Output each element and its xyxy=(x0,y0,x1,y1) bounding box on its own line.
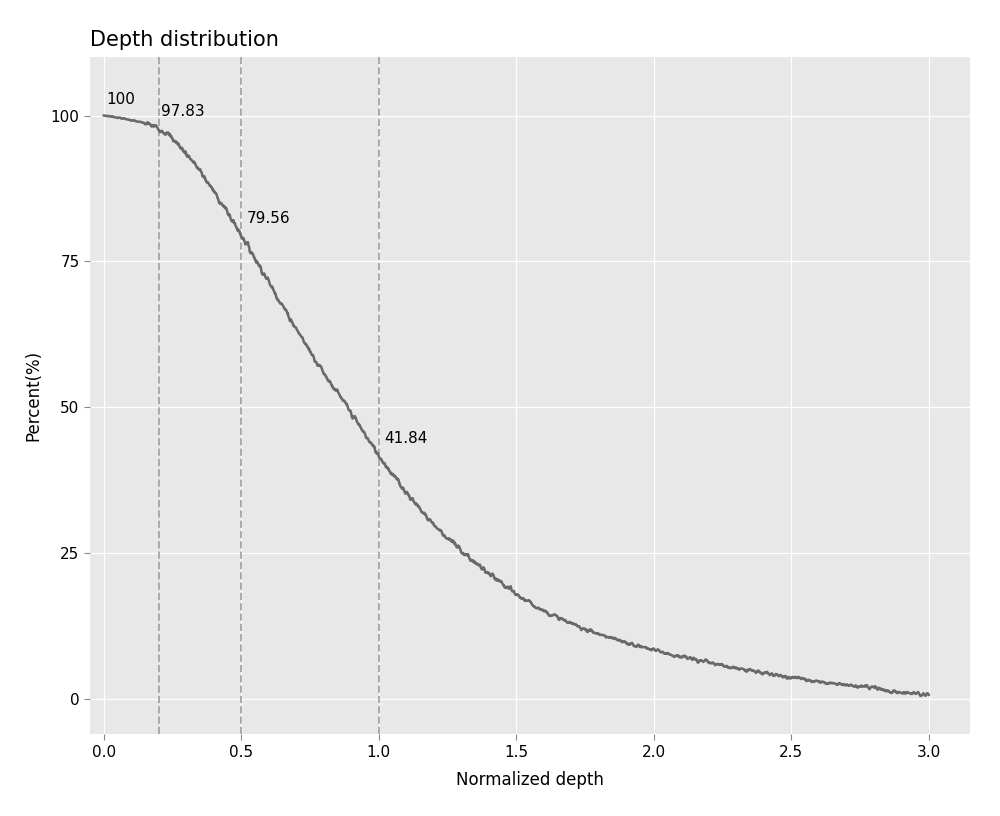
Y-axis label: Percent(%): Percent(%) xyxy=(24,350,42,441)
X-axis label: Normalized depth: Normalized depth xyxy=(456,771,604,789)
Text: 79.56: 79.56 xyxy=(247,211,290,226)
Text: Depth distribution: Depth distribution xyxy=(90,30,279,50)
Text: 100: 100 xyxy=(106,91,135,107)
Text: 41.84: 41.84 xyxy=(384,432,428,446)
Text: 97.83: 97.83 xyxy=(162,104,205,119)
